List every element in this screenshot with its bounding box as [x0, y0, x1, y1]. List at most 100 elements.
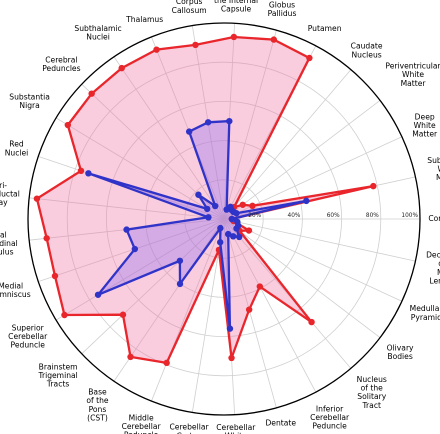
- grid-spoke: [223, 218, 403, 302]
- category-label-line: the Internal: [214, 0, 258, 5]
- series-2-point: [131, 245, 139, 253]
- series-1-point: [61, 311, 68, 319]
- category-label-line: Superior: [12, 323, 45, 332]
- category-label: Red Nuclei: [5, 140, 29, 158]
- category-label-line: Cerebellar: [122, 422, 162, 431]
- category-label-line: Base: [88, 388, 107, 397]
- category-label-line: Medial: [0, 230, 7, 239]
- series-2-point: [123, 226, 130, 233]
- category-label-line: Nucleus: [357, 375, 387, 384]
- series-1-point: [119, 311, 127, 318]
- series-2-point: [228, 215, 236, 223]
- series-1-point: [33, 195, 41, 202]
- radial-tick-labels: 20% 40% 60% 80% 100%: [248, 213, 418, 219]
- category-label-line: Medullary: [410, 304, 440, 313]
- category-label: Base of the Pons (CST): [86, 388, 109, 423]
- series-1-point: [163, 359, 170, 367]
- grid-spoke: [223, 69, 352, 220]
- series-2-point: [205, 214, 212, 221]
- category-label-line: Cerebral: [45, 56, 77, 65]
- category-label-line: Pyramids: [411, 313, 440, 322]
- category-label-line: Peri-: [0, 181, 7, 190]
- category-label-line: Globus: [269, 1, 295, 10]
- category-label-line: Callosum: [172, 6, 207, 15]
- category-label-line: Thalamus: [125, 15, 163, 24]
- series-1-point: [64, 121, 72, 129]
- category-label-line: Nuclei: [86, 32, 110, 41]
- grid-spoke: [113, 56, 225, 220]
- radial-tick-label: 100%: [401, 213, 418, 219]
- series-2-point: [224, 230, 232, 238]
- series-1-point: [306, 54, 313, 62]
- series-2-point: [185, 128, 193, 135]
- category-label-line: Longitudinal: [0, 239, 18, 248]
- grid-spoke: [151, 218, 225, 402]
- category-label: MedialLongitudinalFasciculus: [0, 230, 18, 256]
- category-label-line: Medial: [437, 268, 440, 277]
- category-label-line: Cerebellar: [310, 413, 350, 422]
- category-label-line: Fasciculus: [0, 247, 14, 256]
- category-label-line: Pallidus: [268, 9, 297, 18]
- category-label-line: Peduncle: [124, 431, 159, 434]
- series-2-point: [195, 191, 202, 198]
- category-label-line: Pons: [89, 405, 107, 414]
- category-label: Brainstem Trigeminal Tracts: [37, 362, 77, 388]
- radial-tick-label: 20%: [248, 213, 261, 219]
- series-2-point: [94, 291, 102, 298]
- series-1-point: [192, 41, 199, 49]
- series-2-point: [176, 280, 184, 288]
- grid-spoke: [223, 218, 317, 393]
- series-2-point: [223, 206, 230, 213]
- category-label-line: Bodies: [387, 352, 412, 361]
- series-1-point: [51, 272, 59, 280]
- series-2-point: [204, 119, 212, 126]
- grid-spoke: [223, 218, 416, 262]
- category-label-line: Trigeminal: [37, 371, 77, 380]
- category-label-line: Lemniscus: [429, 276, 440, 285]
- category-label-line: Brainstem: [39, 362, 78, 371]
- series-2-point: [226, 117, 233, 125]
- category-label-line: Inferior: [316, 405, 344, 414]
- series-1-point: [256, 283, 264, 290]
- category-label-line: Peduncles: [42, 64, 80, 73]
- category-label-line: Decussation: [426, 251, 440, 260]
- category-label-line: Tracts: [46, 380, 69, 389]
- category-label: Substantia Nigra: [9, 93, 50, 111]
- category-label-line: Lemniscus: [0, 290, 31, 299]
- category-label: SubcorticalWhiteMatter: [427, 156, 440, 182]
- category-label: CerebellarWhiteMatter: [216, 423, 256, 434]
- category-label: Thalamus: [125, 15, 163, 24]
- category-label: Peri-aqueductalGray: [0, 181, 20, 207]
- series-2-point: [176, 257, 184, 264]
- series-1-point: [245, 306, 253, 313]
- category-label-line: Cortex: [428, 214, 440, 223]
- category-label-line: White: [414, 121, 436, 130]
- category-label-line: Matter: [436, 173, 440, 182]
- category-label-line: Nucleus: [352, 50, 382, 59]
- series-1-point: [270, 36, 278, 43]
- category-label: Periventricular White Matter: [385, 62, 440, 88]
- grid-spoke: [223, 218, 381, 338]
- category-label: MedialLemniscus: [0, 281, 31, 299]
- category-label: Caudate Nucleus: [351, 42, 383, 60]
- series-1-point: [228, 354, 235, 362]
- grid-spoke: [55, 218, 225, 321]
- grid-spoke: [113, 218, 225, 382]
- category-label: Dentate: [265, 418, 296, 427]
- grid-spoke: [223, 218, 352, 369]
- category-label-line: Deep: [415, 112, 435, 121]
- series-2-point: [212, 202, 219, 210]
- category-label: Nucleus of the Solitary Tract: [357, 375, 387, 410]
- category-label-line: of the: [438, 259, 440, 268]
- series-2-point: [229, 233, 237, 240]
- category-label-line: Solitary: [357, 392, 386, 401]
- grid-spoke: [151, 36, 225, 220]
- series-1-point: [249, 202, 256, 210]
- grid-spoke: [29, 197, 225, 220]
- series-1-point: [88, 90, 95, 97]
- category-label: Globus Pallidus: [268, 1, 297, 19]
- category-label-line: Cerebellar: [170, 423, 210, 432]
- series-2-area: [88, 121, 307, 329]
- category-label-line: aqueductal: [0, 189, 20, 198]
